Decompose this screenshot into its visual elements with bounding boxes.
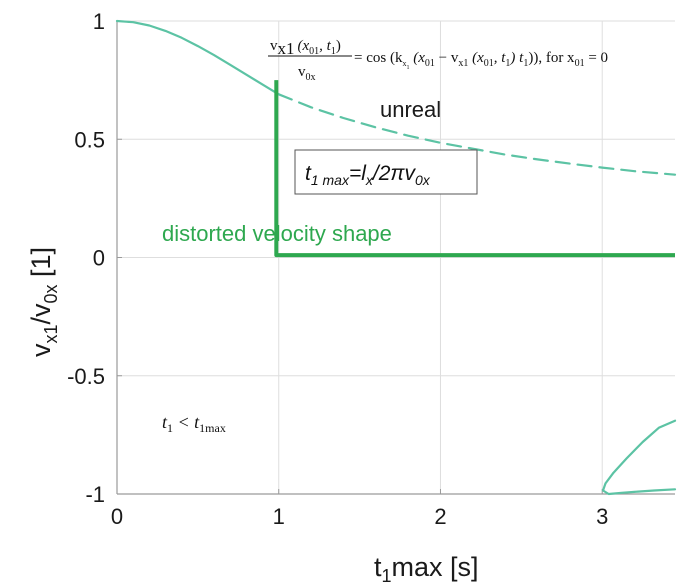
svg-text:v0x: v0x	[298, 64, 316, 83]
y-tick-label: 1	[93, 9, 105, 34]
y-tick-label: 0	[93, 246, 105, 271]
series-line-3	[601, 419, 677, 496]
tick-labels: 0 1 2 3 1 0.5 0 -0.5 -1	[67, 9, 608, 529]
series-group	[115, 19, 677, 496]
condition-label: t1 < t1max	[162, 412, 226, 435]
x-axis-label: t1max [s]	[374, 552, 479, 586]
x-tick-label: 1	[273, 504, 285, 529]
y-axis-label: vx1/v0x [1]	[26, 247, 61, 357]
svg-text:vx1(x01, t1): vx1 (x01, t1)	[270, 38, 341, 58]
y-tick-label: -0.5	[67, 364, 105, 389]
series-line-1	[277, 93, 677, 176]
series-line-2	[274, 80, 675, 258]
annotation-unreal: unreal	[380, 97, 441, 122]
y-tick-label: 0.5	[74, 127, 105, 152]
grid-lines	[117, 20, 675, 494]
formula-box: t1 max=lx/2πv0x	[294, 149, 478, 195]
x-tick-label: 2	[434, 504, 446, 529]
series-line-0	[115, 19, 280, 96]
annotation-distorted: distorted velocity shape	[162, 221, 392, 246]
equation: vx1 (x01, t1) v0x = cos (kx1 (x01 − vx1 (…	[268, 38, 608, 83]
x-tick-label: 0	[111, 504, 123, 529]
svg-text:= cos (kx1 (x01 − vx1 (x01, t1: = cos (kx1 (x01 − vx1 (x01, t1) t1)), fo…	[354, 50, 608, 71]
svg-text:t1 max=lx/2πv0x: t1 max=lx/2πv0x	[305, 162, 431, 188]
y-tick-label: -1	[85, 482, 105, 507]
x-tick-label: 3	[596, 504, 608, 529]
